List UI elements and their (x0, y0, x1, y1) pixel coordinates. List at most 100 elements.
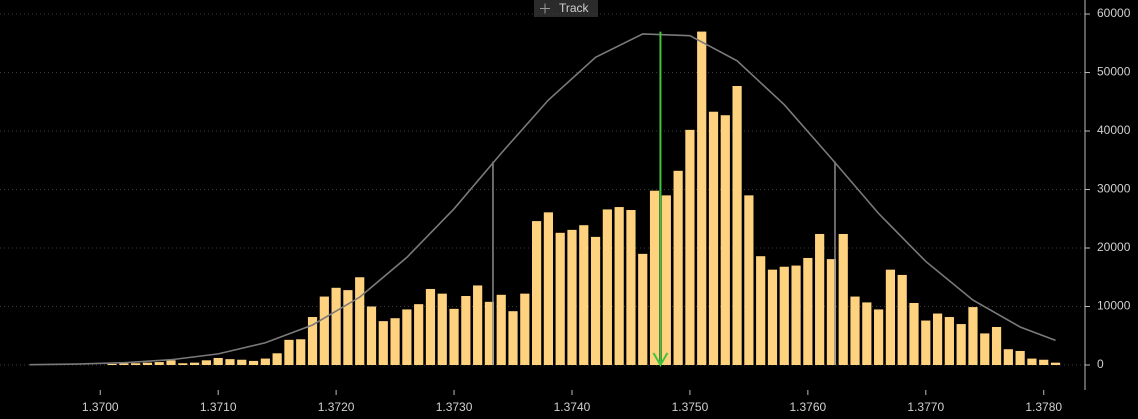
bar (767, 269, 778, 365)
bar (697, 31, 707, 365)
arrow-head (652, 352, 669, 367)
bar (213, 357, 223, 365)
y-tick-label: 60000 (1097, 6, 1131, 20)
bar (991, 326, 1002, 365)
y-tick-label: 30000 (1097, 182, 1131, 196)
bar (260, 358, 270, 365)
normal-curve (29, 33, 1056, 366)
x-tick-label: 1.3770 (907, 400, 944, 414)
bar (178, 363, 188, 365)
bar (744, 195, 754, 365)
x-tick-label: 1.3720 (318, 400, 355, 414)
bar (874, 309, 884, 365)
bar (661, 195, 671, 365)
bar (272, 353, 282, 365)
y-tick-label: 50000 (1097, 65, 1131, 79)
bar (885, 269, 896, 365)
bar (142, 362, 153, 365)
bar (319, 296, 329, 365)
bar (414, 304, 424, 365)
bar (791, 265, 801, 365)
bar (532, 221, 542, 365)
bar (343, 290, 353, 365)
bar (803, 257, 813, 365)
bar (237, 359, 247, 365)
bar (897, 274, 907, 365)
bar (756, 256, 766, 365)
y-tick-label: 40000 (1097, 123, 1131, 137)
bar (331, 287, 341, 365)
bar (425, 288, 436, 365)
crosshair-icon (540, 3, 550, 14)
bar (189, 362, 200, 365)
track-button[interactable]: Track (534, 0, 598, 17)
bar (296, 339, 306, 365)
bar (154, 362, 164, 365)
bar (956, 324, 966, 365)
bar (590, 236, 601, 365)
bar (484, 301, 495, 365)
x-tick-label: 1.3760 (790, 400, 827, 414)
bar (944, 317, 954, 365)
x-tick-label: 1.3750 (672, 400, 709, 414)
bar (626, 209, 636, 365)
bar (921, 320, 931, 365)
bar (1003, 349, 1013, 365)
bar (579, 225, 589, 365)
bar (638, 253, 648, 365)
y-tick-label: 20000 (1097, 240, 1131, 254)
bar (673, 170, 683, 365)
x-tick-label: 1.3780 (1025, 400, 1062, 414)
bar (366, 306, 377, 365)
bar (815, 233, 825, 365)
button-label[interactable]: Track (559, 1, 590, 15)
y-tick-label: 10000 (1097, 299, 1131, 313)
bar (107, 363, 117, 365)
bar (520, 293, 530, 365)
bar (496, 294, 506, 365)
bar (131, 363, 141, 365)
bar (567, 229, 577, 365)
bar (437, 293, 447, 365)
bar (1039, 359, 1049, 365)
bar (850, 296, 860, 365)
bar (201, 360, 211, 365)
bar (602, 209, 612, 365)
bar (1015, 350, 1025, 365)
bar (473, 285, 483, 365)
bar (378, 321, 388, 365)
bar (649, 190, 660, 365)
bar (968, 307, 978, 365)
bar (980, 333, 990, 365)
bar (248, 360, 259, 365)
bar (862, 302, 872, 365)
bar (508, 311, 518, 365)
bar (779, 266, 789, 365)
bar (614, 207, 624, 365)
bar (932, 313, 943, 365)
bar (685, 129, 695, 365)
bar (402, 309, 412, 365)
bar (720, 115, 730, 366)
bar (1050, 362, 1061, 365)
bar (166, 360, 176, 365)
x-tick-label: 1.3740 (554, 400, 591, 414)
y-tick-label: 0 (1097, 357, 1104, 371)
bar (449, 308, 459, 365)
x-tick-label: 1.3710 (200, 400, 237, 414)
bar (461, 295, 471, 365)
bar (225, 359, 235, 365)
bar (732, 85, 742, 365)
bar (119, 363, 129, 365)
bar (555, 232, 565, 365)
bar (909, 302, 919, 365)
bar (826, 259, 837, 365)
bar (1027, 358, 1037, 365)
bar (307, 317, 318, 365)
bar (838, 233, 848, 365)
bar (543, 212, 553, 365)
bar (284, 339, 294, 365)
x-tick-label: 1.3730 (436, 400, 473, 414)
bar (355, 277, 365, 365)
